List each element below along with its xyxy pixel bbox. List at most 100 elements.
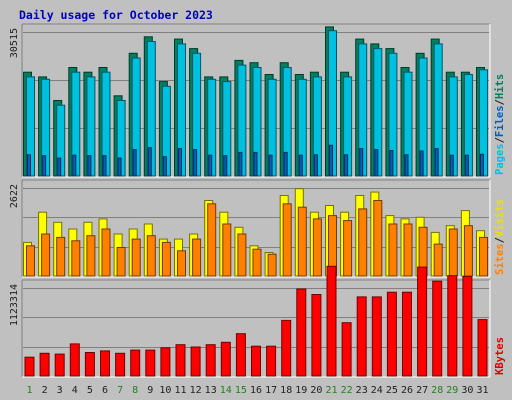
top-bar-pages-16 — [253, 151, 258, 177]
middle-bar-sites-8 — [131, 238, 141, 277]
top-bar-pages-26 — [404, 154, 409, 177]
middle-axis-label-part: Sites — [494, 243, 506, 275]
bottom-bar-kbytes-24 — [371, 296, 382, 377]
x-tick-label: 8 — [132, 385, 138, 396]
bottom-bar-kbytes-19 — [296, 288, 307, 377]
bottom-bar-kbytes-10 — [160, 347, 171, 377]
x-tick-label: 6 — [102, 385, 108, 396]
top-bar-pages-20 — [313, 154, 318, 177]
bottom-bar-kbytes-11 — [175, 344, 186, 377]
middle-ymax-label: 2622 — [9, 184, 20, 208]
top-bar-pages-7 — [117, 157, 122, 177]
bottom-bar-kbytes-6 — [100, 350, 110, 377]
bottom-bar-kbytes-29 — [447, 275, 458, 377]
top-bar-pages-15 — [238, 151, 243, 177]
bottom-bar-kbytes-16 — [251, 345, 261, 377]
x-tick-label: 22 — [341, 385, 353, 396]
bottom-bar-kbytes-12 — [190, 346, 201, 377]
x-tick-label: 20 — [310, 385, 322, 396]
top-bar-pages-27 — [419, 150, 424, 177]
middle-bar-sites-11 — [177, 250, 186, 277]
top-axis-label-part: Pages — [494, 143, 506, 175]
middle-bar-sites-25 — [388, 223, 398, 277]
bottom-bar-kbytes-8 — [130, 349, 141, 377]
top-bar-pages-30 — [464, 154, 469, 177]
x-tick-label: 29 — [446, 385, 458, 396]
bottom-bar-kbytes-26 — [402, 291, 412, 377]
top-bar-pages-4 — [72, 154, 77, 177]
x-tick-label: 14 — [220, 385, 232, 396]
bottom-ymax-label: 1123314 — [9, 284, 20, 326]
bottom-bar-kbytes-27 — [417, 266, 428, 377]
middle-bar-sites-7 — [116, 247, 126, 277]
bottom-bar-kbytes-15 — [235, 333, 246, 377]
middle-bar-sites-30 — [463, 225, 473, 277]
middle-bar-sites-14 — [222, 223, 232, 277]
bottom-bar-kbytes-4 — [69, 343, 80, 377]
bottom-bar-kbytes-17 — [266, 345, 277, 377]
bottom-bar-kbytes-30 — [462, 276, 473, 377]
top-bar-pages-23 — [359, 148, 364, 177]
x-tick-label: 25 — [386, 385, 398, 396]
bottom-bar-kbytes-13 — [205, 344, 216, 377]
x-tick-label: 10 — [159, 385, 171, 396]
middle-bar-sites-2 — [41, 233, 51, 277]
bottom-panel: 1123314 KBytes — [9, 265, 506, 378]
top-axis-label-part: Hits — [494, 74, 506, 99]
top-bar-pages-13 — [208, 154, 213, 177]
top-bar-pages-21 — [329, 144, 333, 177]
top-bar-pages-12 — [193, 149, 198, 177]
middle-bar-sites-6 — [101, 228, 111, 277]
bottom-bar-kbytes-31 — [477, 319, 488, 377]
x-tick-label: 19 — [295, 385, 307, 396]
middle-bar-sites-16 — [252, 248, 262, 277]
middle-bar-sites-20 — [312, 218, 322, 277]
x-tick-label: 16 — [250, 385, 262, 396]
x-tick-label: 11 — [174, 385, 186, 396]
top-bar-pages-18 — [283, 151, 288, 177]
x-tick-label: 23 — [356, 385, 368, 396]
middle-bar-sites-10 — [161, 241, 171, 277]
x-tick-label: 5 — [87, 385, 93, 396]
top-axis-label: Pages/Files/Hits — [494, 74, 506, 175]
top-ymax-label: 30515 — [9, 28, 20, 58]
middle-axis-label-part: / — [494, 237, 506, 243]
middle-bar-sites-17 — [267, 253, 277, 277]
middle-axis-label: Sites/Visits — [494, 199, 506, 275]
bottom-bar-kbytes-21 — [326, 265, 337, 377]
bottom-bar-kbytes-7 — [115, 352, 126, 377]
middle-bar-sites-19 — [297, 206, 307, 277]
bottom-bar-kbytes-18 — [281, 319, 292, 377]
middle-bar-sites-22 — [343, 220, 353, 277]
x-tick-labels: 1 2 3 4 5 6 7 8 9 10 11 12 13 14 15 16 17 18 19 20 21 22 23 24 2… — [26, 385, 488, 396]
x-tick-label: 24 — [371, 385, 383, 396]
x-tick-label: 1 — [26, 385, 32, 396]
top-axis-label-part: / — [494, 137, 506, 143]
bottom-bar-kbytes-28 — [432, 280, 443, 377]
middle-bar-sites-29 — [448, 228, 458, 277]
top-bar-pages-9 — [147, 147, 152, 177]
middle-bar-sites-26 — [403, 223, 413, 277]
top-bar-pages-22 — [344, 154, 349, 177]
middle-bar-sites-1 — [26, 245, 35, 277]
x-tick-label: 13 — [205, 385, 217, 396]
x-tick-label: 7 — [117, 385, 123, 396]
top-bar-pages-3 — [57, 157, 62, 177]
bottom-bar-kbytes-3 — [54, 353, 65, 377]
middle-bar-sites-5 — [86, 235, 96, 277]
top-bar-pages-31 — [480, 153, 484, 177]
bottom-bar-kbytes-23 — [356, 296, 367, 377]
bottom-bar-kbytes-22 — [341, 322, 352, 377]
bottom-bar-kbytes-20 — [311, 294, 322, 377]
bottom-axis-label: KBytes — [494, 337, 506, 375]
x-tick-label: 17 — [265, 385, 277, 396]
middle-bar-sites-3 — [56, 236, 66, 277]
top-bar-pages-28 — [434, 148, 439, 177]
middle-bar-sites-18 — [282, 203, 292, 277]
x-tick-label: 21 — [325, 385, 337, 396]
bottom-bar-kbytes-2 — [39, 352, 50, 377]
top-bar-pages-25 — [389, 150, 394, 177]
